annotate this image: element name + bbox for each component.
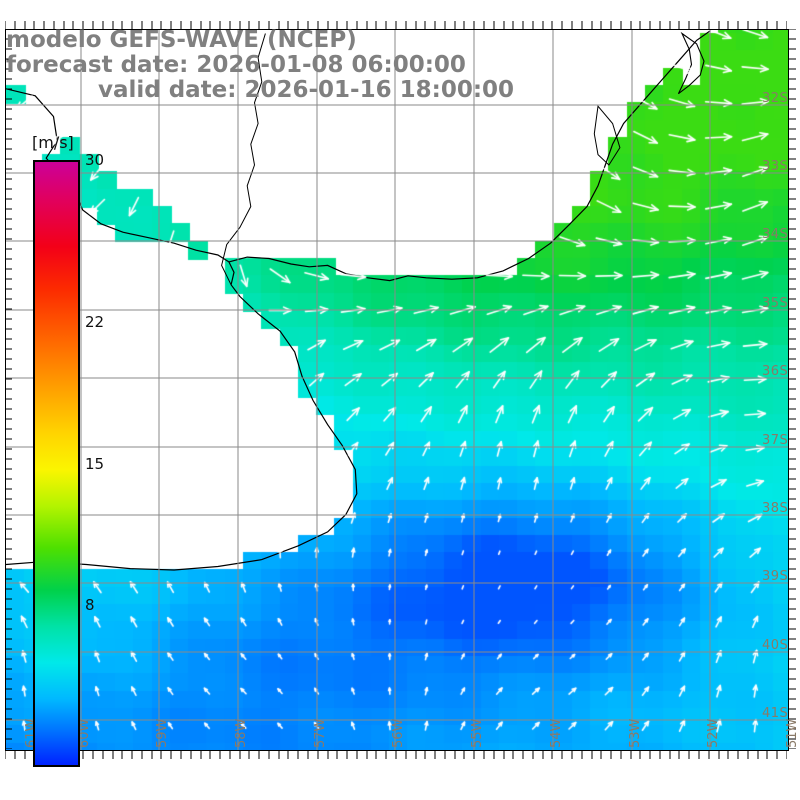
lat-label-35s: 35S: [762, 296, 789, 311]
wind-vector-overlay: [6, 30, 788, 750]
lat-label-38s: 38S: [762, 501, 789, 516]
right-tick-rail: [789, 29, 800, 749]
graticule-grid: [6, 30, 788, 750]
colorbar-tick-15: 15: [85, 454, 105, 473]
lon-label-57w: 57W: [313, 718, 328, 748]
lat-label-34s: 34S: [762, 227, 789, 242]
colorbar-units-label: [m/s]: [32, 133, 74, 152]
lon-label-51w: 51W: [785, 718, 800, 748]
lon-label-52w: 52W: [706, 718, 721, 748]
lon-label-56w: 56W: [391, 718, 406, 748]
lon-label-59w: 59W: [155, 718, 170, 748]
colorbar-tick-8: 8: [85, 596, 95, 615]
lat-label-37s: 37S: [762, 433, 789, 448]
lon-label-58w: 58W: [234, 718, 249, 748]
lon-label-54w: 54W: [549, 718, 564, 748]
colorbar-gradient: [33, 160, 80, 767]
colorbar-tick-22: 22: [85, 312, 105, 331]
lon-label-53w: 53W: [628, 718, 643, 748]
lat-label-36s: 36S: [762, 364, 789, 379]
lat-label-32s: 32S: [762, 91, 789, 106]
left-tick-rail: [0, 29, 12, 749]
map-plot-area: [5, 29, 789, 751]
lat-label-40s: 40S: [762, 638, 789, 653]
colorbar-tick-30: 30: [85, 151, 105, 169]
lon-label-55w: 55W: [470, 718, 485, 748]
bottom-tick-rail: [5, 751, 787, 759]
lat-label-41s: 41S: [762, 706, 789, 721]
lat-label-33s: 33S: [762, 159, 789, 174]
lat-label-39s: 39S: [762, 569, 789, 584]
top-tick-rail: [5, 21, 787, 29]
